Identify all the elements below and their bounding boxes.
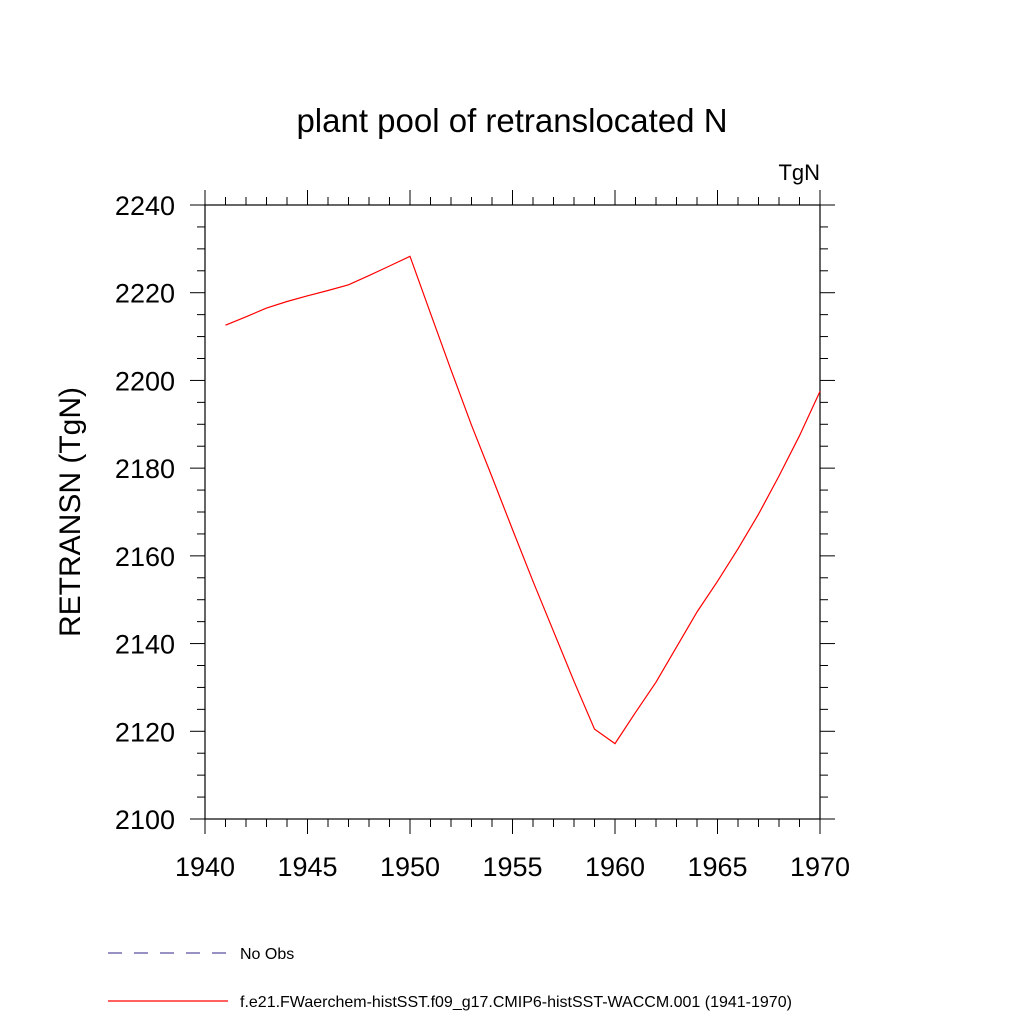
x-tick-label: 1955	[482, 852, 542, 882]
x-tick-label: 1950	[380, 852, 440, 882]
y-tick-label: 2100	[115, 805, 175, 835]
y-tick-label: 2160	[115, 542, 175, 572]
legend: No Obs f.e21.FWaerchem-histSST.f09_g17.CM…	[108, 946, 792, 1011]
series-line	[225, 255, 821, 745]
y-tick-label: 2240	[115, 191, 175, 221]
plot-frame	[204, 204, 821, 820]
y-tick-label: 2180	[115, 454, 175, 484]
y-tick-label: 2120	[115, 717, 175, 747]
y-axis-label: RETRANSN (TgN)	[54, 387, 87, 637]
legend-label: f.e21.FWaerchem-histSST.f09_g17.CMIP6-hi…	[240, 994, 792, 1011]
ticks: 1940 1945 1950 1955 1960 1965 1970 2100 2120 2140…	[115, 190, 850, 882]
x-tick-label: 1965	[687, 852, 747, 882]
y-tick-label: 2220	[115, 279, 175, 309]
x-tick-label: 1970	[790, 852, 850, 882]
chart-title: plant pool of retranslocated N	[296, 102, 727, 139]
y-tick-label: 2200	[115, 366, 175, 396]
y-tick-label: 2140	[115, 630, 175, 660]
x-tick-label: 1945	[277, 852, 337, 882]
x-tick-label: 1960	[585, 852, 645, 882]
x-tick-label: 1940	[175, 852, 235, 882]
series	[225, 255, 821, 745]
units-label: TgN	[778, 160, 820, 185]
legend-label: No Obs	[240, 946, 294, 963]
axes	[204, 204, 821, 820]
